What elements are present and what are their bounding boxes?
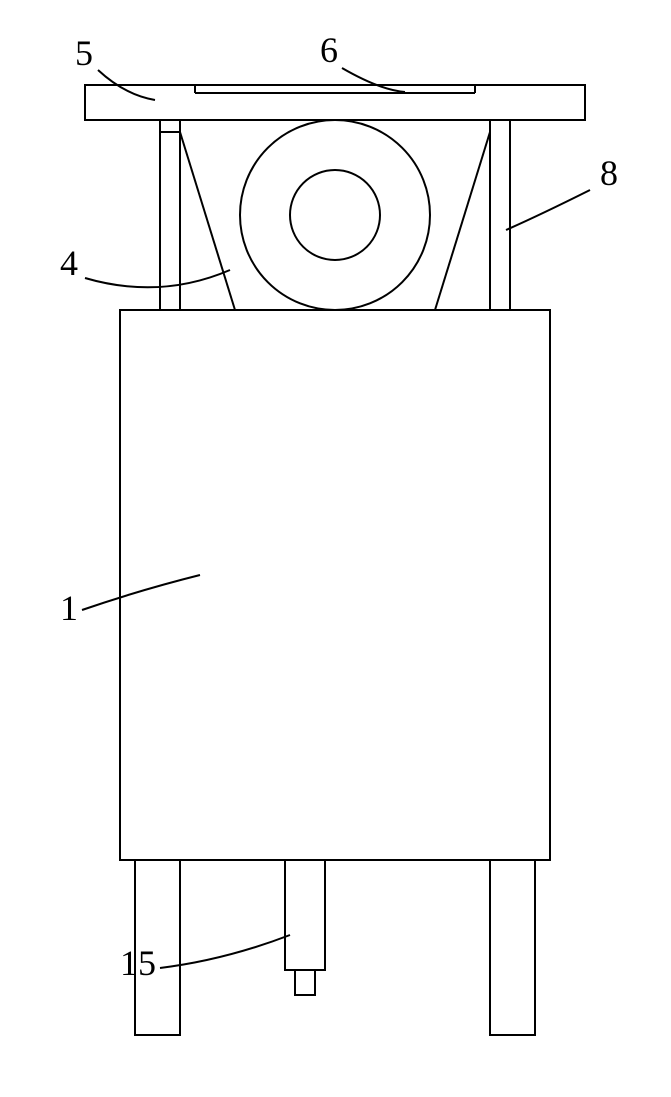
neck-column-right bbox=[490, 120, 510, 310]
drain-upper bbox=[285, 860, 325, 970]
main-body bbox=[120, 310, 550, 860]
label-l1: 1 bbox=[60, 588, 78, 628]
technical-drawing: 5 6 8 4 1 15 bbox=[0, 0, 671, 1097]
wheel-inner-circle bbox=[290, 170, 380, 260]
drain-lower bbox=[295, 970, 315, 995]
label-l6: 6 bbox=[320, 30, 338, 70]
wheel-outer-circle bbox=[240, 120, 430, 310]
neck-column-left bbox=[160, 120, 180, 310]
label-l8: 8 bbox=[600, 153, 618, 193]
funnel-right bbox=[435, 132, 490, 310]
leader-l6 bbox=[342, 68, 405, 92]
leader-l1 bbox=[82, 575, 200, 610]
leader-l4 bbox=[85, 270, 230, 287]
leader-l8 bbox=[506, 190, 590, 230]
label-l4: 4 bbox=[60, 243, 78, 283]
label-l5: 5 bbox=[75, 33, 93, 73]
top-plate-outer bbox=[85, 85, 585, 120]
label-l15: 15 bbox=[120, 943, 156, 983]
top-plate-notch bbox=[160, 120, 180, 132]
leg-right bbox=[490, 860, 535, 1035]
